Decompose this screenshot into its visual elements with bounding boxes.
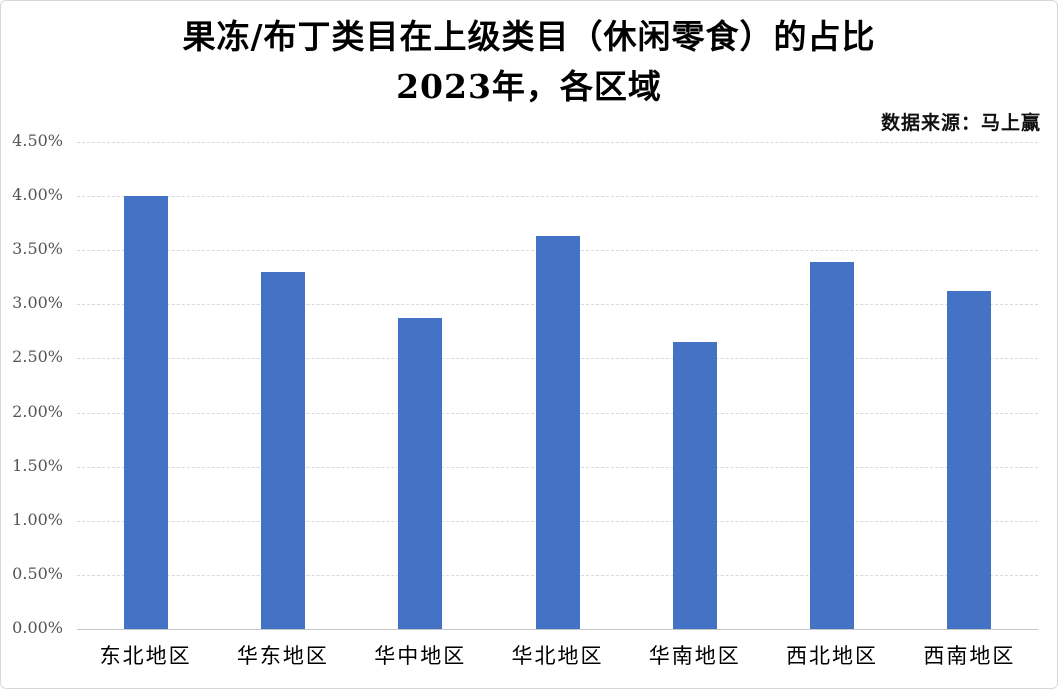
x-axis-category-label: 西南地区 (923, 644, 1016, 668)
chart-title: 果冻/布丁类目在上级类目（休闲零食）的占比 (182, 17, 876, 56)
bar-西北地区 (810, 262, 855, 629)
x-axis-category-label: 东北地区 (99, 644, 192, 668)
x-axis-category-label: 华中地区 (374, 644, 467, 668)
bar-华南地区 (672, 342, 717, 629)
y-axis-tick-label: 2.50% (12, 347, 63, 367)
x-axis-line (77, 629, 1038, 630)
y-axis-tick-label: 2.00% (12, 401, 63, 421)
bar-华东地区 (260, 271, 305, 629)
x-axis-category-label: 西北地区 (786, 644, 879, 668)
y-axis-tick-label: 3.50% (12, 239, 63, 259)
y-axis-tick-label: 1.00% (12, 509, 63, 529)
bar-东北地区 (123, 196, 168, 629)
bar-华中地区 (398, 318, 443, 629)
y-axis-tick-label: 4.00% (12, 185, 63, 205)
y-axis-tick-label: 4.50% (12, 131, 63, 150)
y-axis-tick-label: 3.00% (12, 293, 63, 313)
y-axis-tick-label: 0.00% (12, 618, 63, 637)
y-gridline (77, 142, 1038, 143)
x-axis-category-label: 华东地区 (236, 644, 329, 668)
bar-西南地区 (947, 291, 992, 629)
x-axis-category-label: 华北地区 (511, 644, 604, 668)
chart-subtitle: 2023年，各区域 (396, 67, 662, 106)
x-axis-category-label: 华南地区 (648, 644, 741, 668)
data-source-note: 数据来源：马上赢 (880, 112, 1041, 134)
y-axis-tick-label: 1.50% (12, 455, 63, 475)
bar-华北地区 (535, 236, 580, 629)
y-gridline (77, 196, 1038, 198)
y-axis-tick-label: 0.50% (12, 563, 63, 583)
